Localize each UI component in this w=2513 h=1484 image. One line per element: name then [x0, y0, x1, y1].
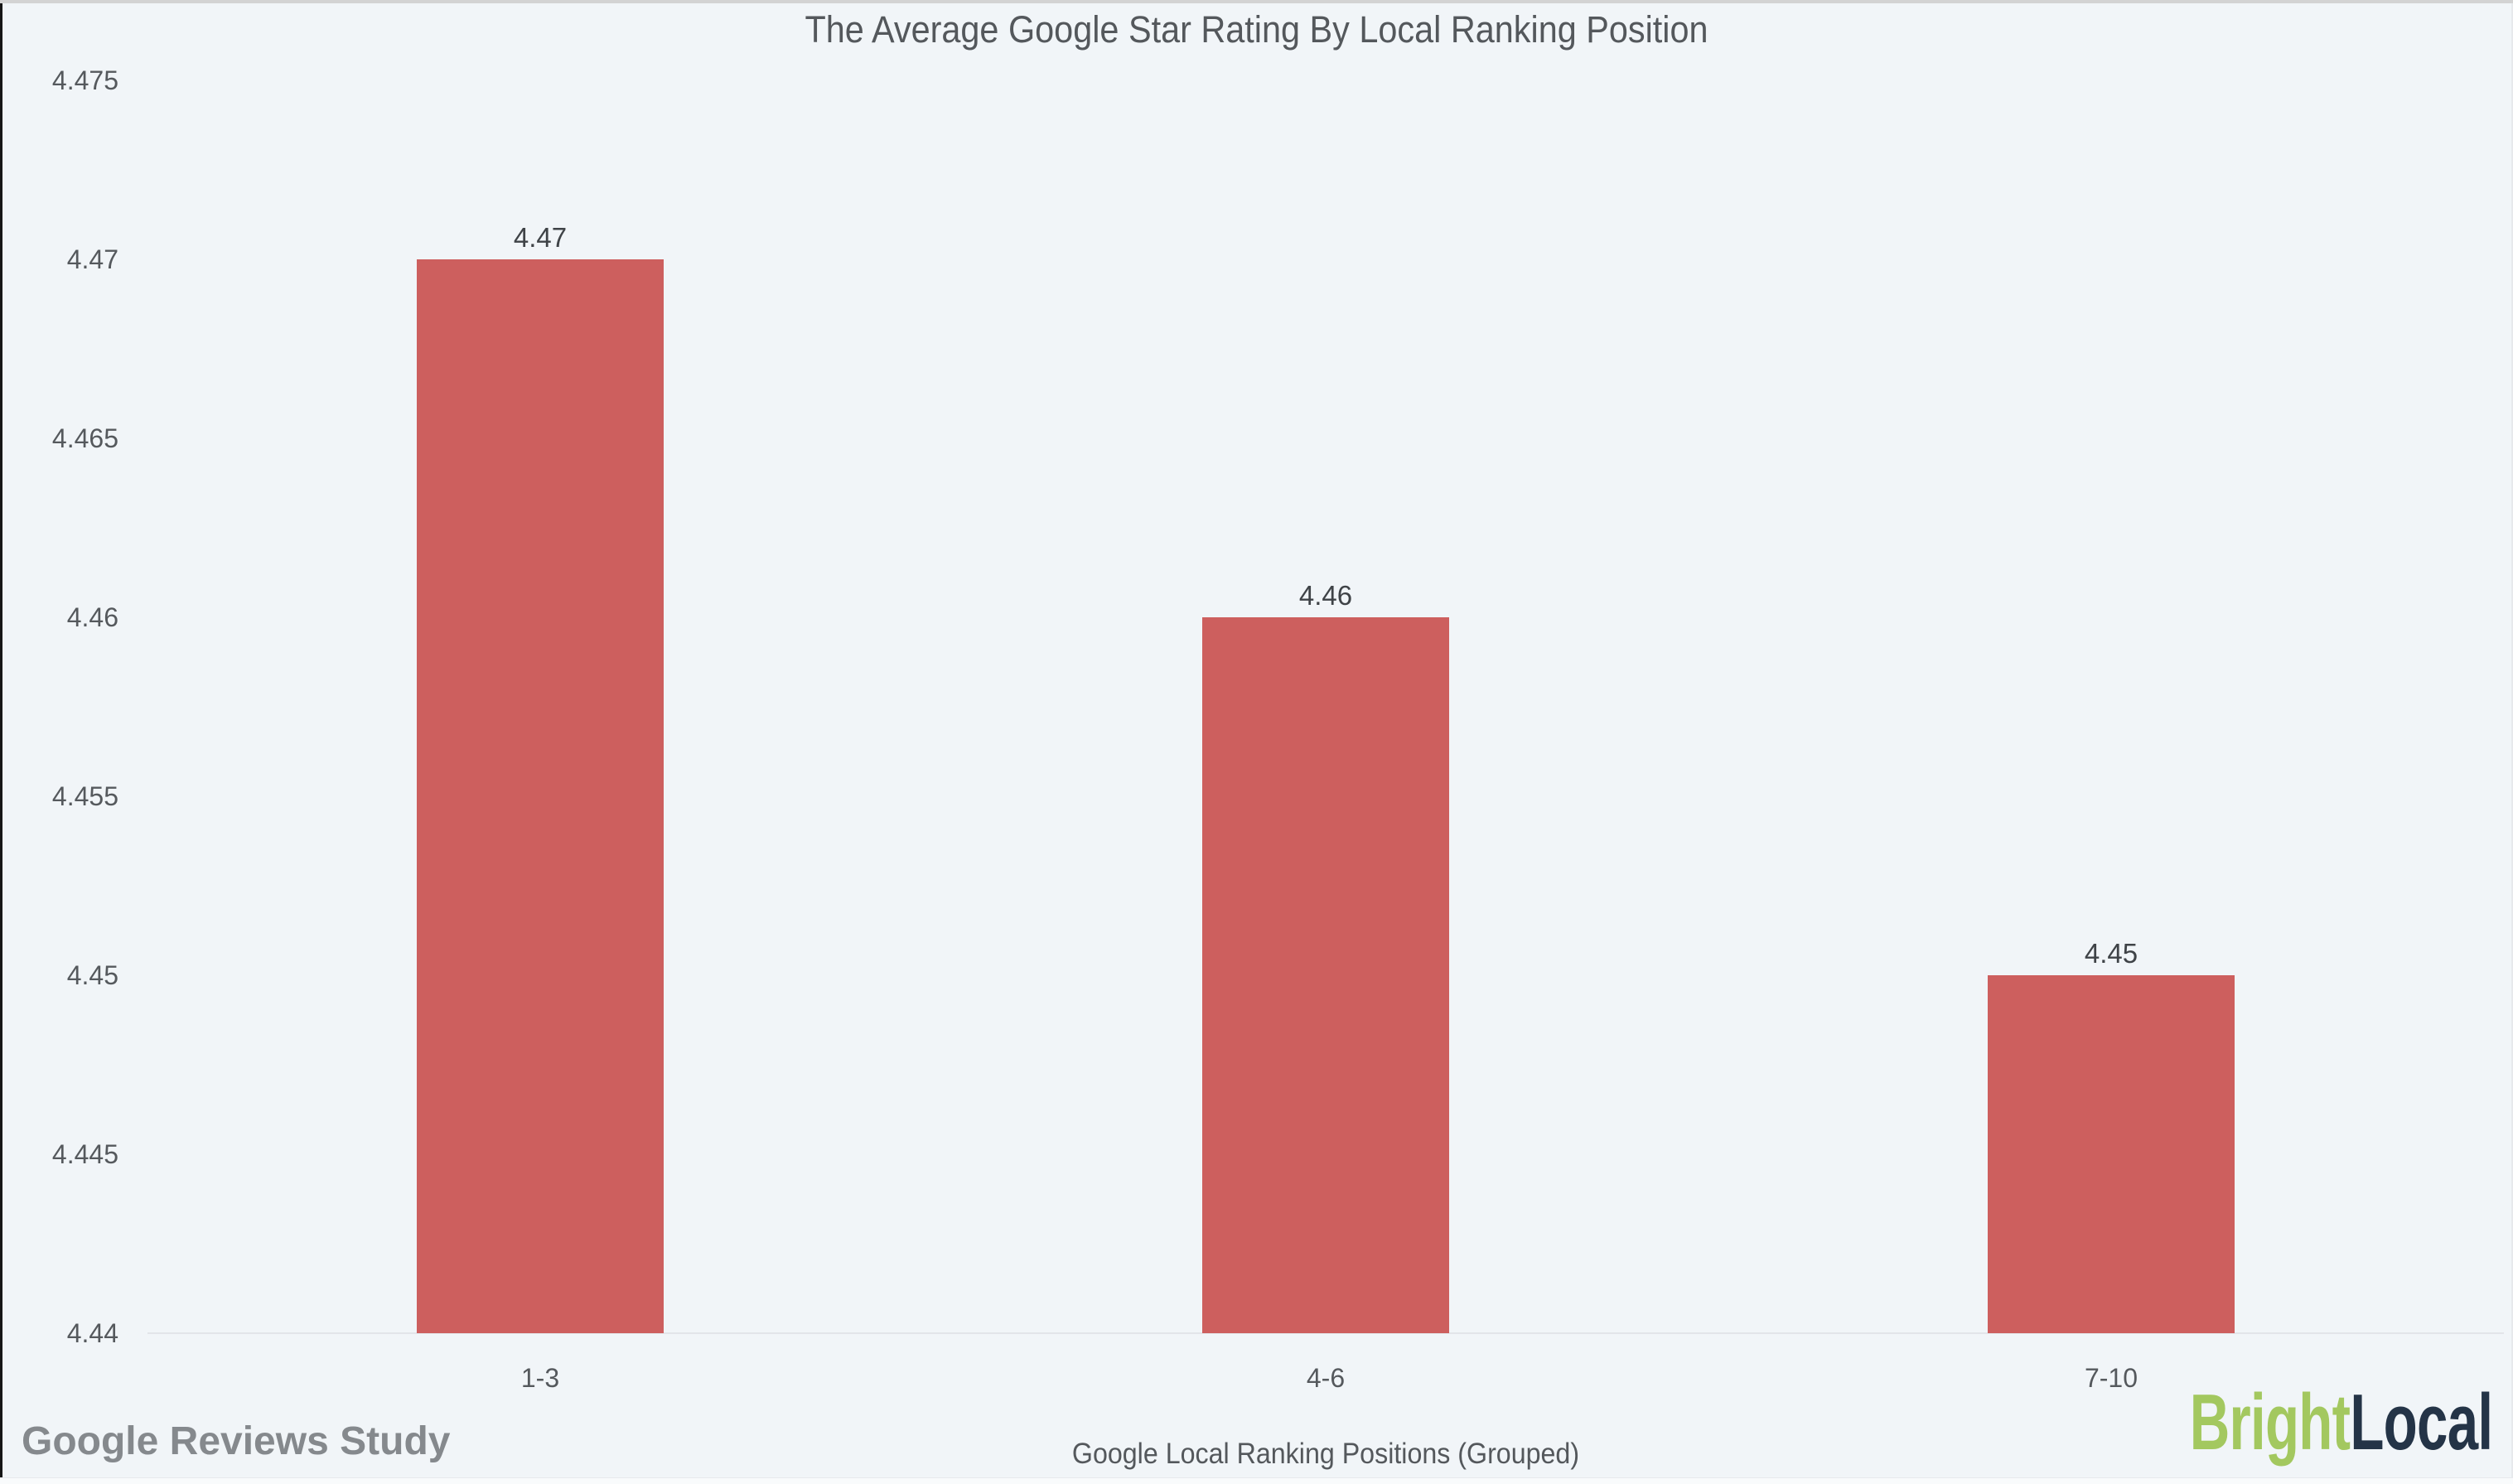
y-tick-label: 4.455 — [51, 781, 118, 811]
y-tick-label: 4.475 — [51, 65, 118, 95]
source-label: Google Reviews Study — [22, 1419, 451, 1463]
window-top-edge — [0, 0, 2513, 3]
x-tick-label: 4-6 — [1306, 1363, 1346, 1393]
x-tick-label: 7-10 — [2084, 1363, 2138, 1393]
y-tick-label: 4.45 — [66, 960, 118, 990]
window-left-edge — [0, 3, 2, 1479]
logo-text-local: Local — [2349, 1378, 2493, 1467]
y-tick-label: 4.465 — [51, 423, 118, 453]
window-right-edge — [2511, 3, 2513, 1479]
x-axis-line — [147, 1332, 2504, 1334]
bar-value-label: 4.45 — [2084, 938, 2138, 969]
logo-text-bright: Bright — [2189, 1378, 2350, 1467]
bar-1-3 — [417, 259, 664, 1333]
bar-value-label: 4.46 — [1298, 580, 1353, 611]
window-bottom-edge — [0, 1477, 2513, 1484]
y-tick-label: 4.44 — [66, 1318, 118, 1348]
y-tick-label: 4.46 — [66, 602, 118, 632]
y-tick-label: 4.445 — [51, 1139, 118, 1169]
bar-value-label: 4.47 — [513, 222, 568, 253]
y-tick-label: 4.47 — [66, 244, 118, 274]
brightlocal-logo: BrightLocal — [2189, 1377, 2492, 1468]
x-axis-title: Google Local Ranking Positions (Grouped) — [1071, 1438, 1580, 1470]
chart-title: The Average Google Star Rating By Local … — [805, 8, 1708, 51]
bar-4-6 — [1202, 617, 1449, 1333]
bar-7-10 — [1988, 975, 2235, 1333]
x-tick-label: 1-3 — [520, 1363, 560, 1393]
